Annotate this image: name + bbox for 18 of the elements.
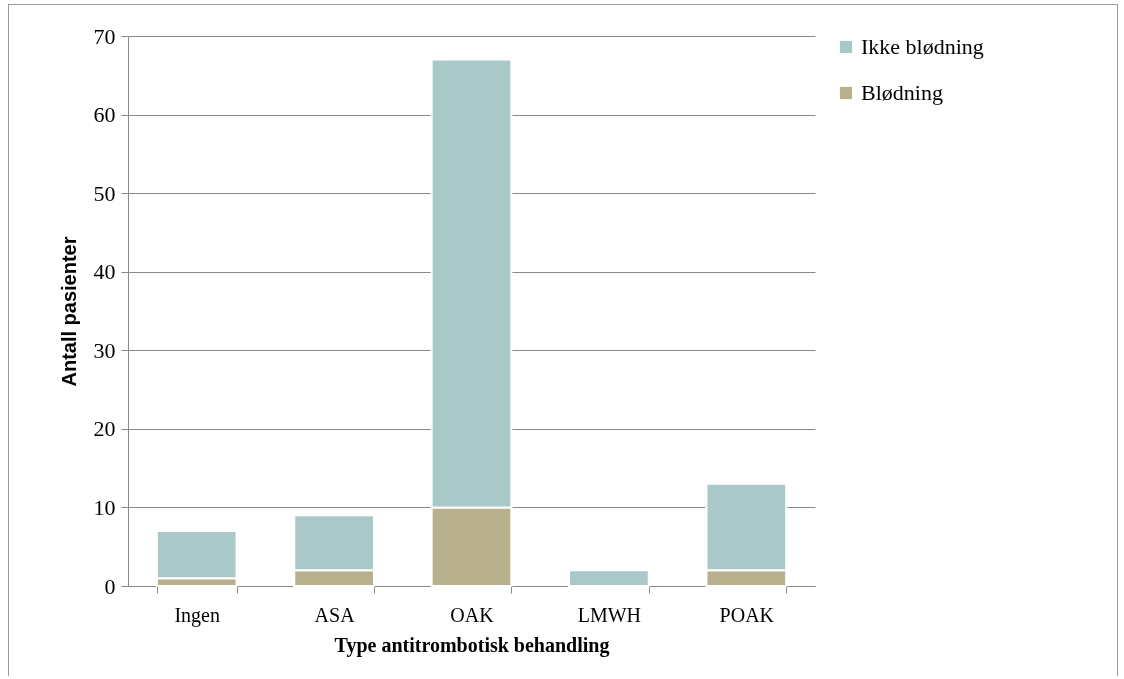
bar	[568, 569, 650, 587]
x-tick-label: LMWH	[577, 603, 642, 626]
y-tick-label: 50	[93, 180, 116, 206]
x-tick-label: OAK	[450, 603, 495, 626]
y-tick-label: 0	[104, 573, 116, 599]
x-tick-label: POAK	[719, 603, 775, 626]
y-tick-label: 30	[93, 337, 116, 363]
legend-label: Blødning	[861, 80, 943, 105]
y-tick-label: 10	[93, 494, 116, 520]
legend-label: Ikke blødning	[861, 34, 984, 59]
y-tick-label: 60	[93, 102, 116, 128]
x-axis-title: Type antitrombotisk behandling	[334, 633, 610, 657]
y-axis-title: Antall pasienter	[57, 236, 80, 387]
x-tick-label: ASA	[314, 603, 356, 626]
y-tick-label: 40	[93, 259, 116, 285]
y-tick-label: 70	[93, 23, 116, 49]
x-tick-label: Ingen	[174, 603, 220, 627]
y-tick-label: 20	[93, 416, 116, 442]
